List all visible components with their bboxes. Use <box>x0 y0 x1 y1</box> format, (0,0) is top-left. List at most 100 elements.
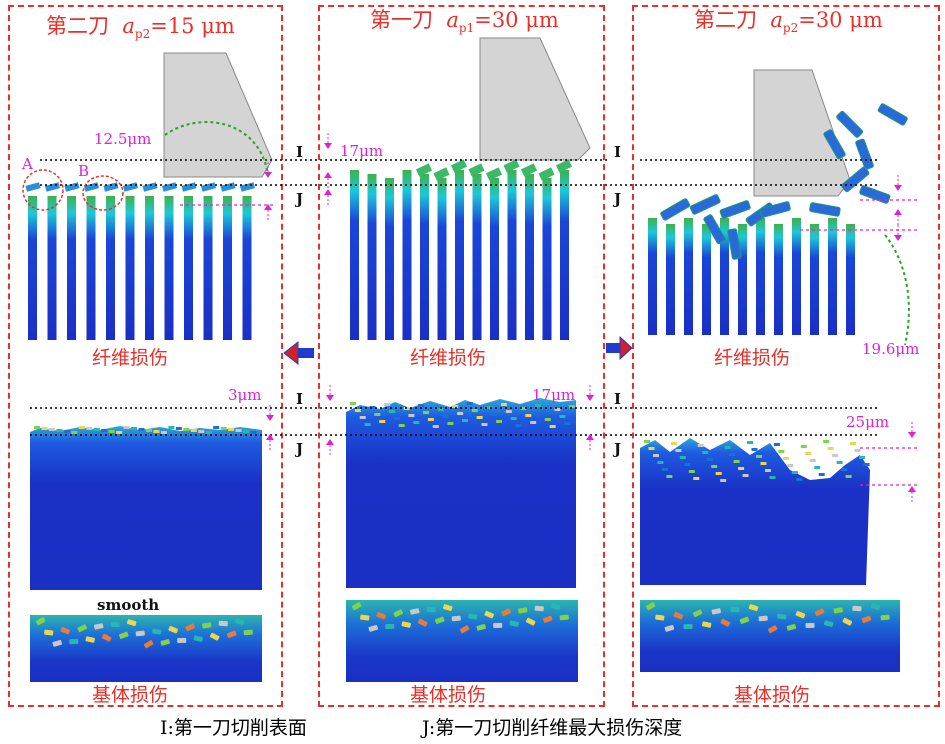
damage-mark <box>509 620 519 627</box>
depth-label-middle-fiber: 17μm <box>340 142 384 160</box>
depth-arrow <box>908 432 916 438</box>
damage-mark <box>645 602 656 611</box>
damage-mark <box>354 409 361 412</box>
damage-mark <box>664 624 675 632</box>
fiber-cap <box>503 159 520 173</box>
depth-arrow <box>266 415 274 421</box>
damage-mark <box>388 410 395 413</box>
damage-mark <box>398 424 405 427</box>
damage-mark <box>833 607 843 614</box>
damage-mark <box>94 623 104 630</box>
cutting-tool-middle <box>479 37 591 161</box>
fiber <box>472 174 482 340</box>
matrix-label-left: 基体损伤 <box>92 684 169 706</box>
fiber-fragment <box>809 202 841 217</box>
damage-mark <box>71 431 78 434</box>
damage-mark <box>720 479 727 482</box>
damage-mark <box>751 448 758 451</box>
matrix-surface-left <box>34 426 257 434</box>
label-i-3: I <box>296 390 304 408</box>
depth-arrow <box>894 185 902 191</box>
marker-a-ellipse <box>22 169 64 211</box>
depth-arrow <box>324 189 332 195</box>
fiber-fragment <box>719 200 751 219</box>
title-left: 第二刀 ap2=15 μm <box>46 14 235 42</box>
fiber-cap <box>450 159 468 173</box>
damage-mark <box>185 623 196 632</box>
damage-mark <box>697 444 704 447</box>
damage-mark <box>720 618 731 627</box>
damage-mark <box>376 611 387 620</box>
matrix-surface-right <box>644 440 870 482</box>
depth-arrow <box>894 209 902 215</box>
damage-mark <box>63 430 70 433</box>
damage-mark <box>118 631 129 639</box>
damage-mark <box>805 452 812 455</box>
damage-mark <box>350 402 356 405</box>
title-right: 第二刀 ap2=30 μm <box>694 8 883 36</box>
damage-mark <box>110 621 120 628</box>
fiber <box>666 224 675 335</box>
damage-mark <box>666 475 673 478</box>
damage-mark <box>423 411 430 414</box>
damage-mark <box>534 605 544 612</box>
fiber <box>242 196 252 340</box>
fiber-cap <box>142 182 158 192</box>
damage-mark <box>859 456 866 459</box>
damage-mark <box>481 423 488 426</box>
damage-mark <box>385 623 395 630</box>
damage-mark <box>202 622 212 629</box>
fiber-cap <box>122 182 139 192</box>
damage-mark <box>175 427 182 430</box>
title-middle: 第一刀 ap1=30 μm <box>370 8 559 36</box>
fiber <box>774 224 783 335</box>
damage-mark <box>434 616 445 624</box>
damage-mark <box>863 463 870 466</box>
damage-mark <box>183 428 190 431</box>
damage-mark <box>410 608 420 615</box>
damage-mark <box>459 625 470 634</box>
matrix-block-middle <box>346 398 576 588</box>
label-j-1: J <box>296 190 304 208</box>
damage-mark <box>827 447 834 450</box>
damage-mark <box>683 623 693 630</box>
damage-mark <box>168 625 179 634</box>
damage-mark <box>228 428 235 431</box>
fiber-cap <box>415 163 433 177</box>
damage-mark <box>451 615 461 622</box>
damage-mark <box>730 606 740 613</box>
fiber-debris-right <box>660 103 908 260</box>
damage-mark <box>138 428 145 431</box>
damage-mark <box>93 428 100 431</box>
damage-mark <box>520 407 527 410</box>
damage-mark <box>408 414 415 417</box>
fiber-fragment <box>703 214 726 245</box>
damage-mark <box>823 620 834 627</box>
damage-mark <box>146 429 152 432</box>
depth-arrow <box>586 395 594 401</box>
label-i-4: I <box>614 390 622 408</box>
damage-mark <box>702 451 709 454</box>
damage-mark <box>795 610 806 619</box>
damage-mark <box>418 404 425 407</box>
damage-mark <box>773 443 780 446</box>
matrix-strip <box>346 600 578 682</box>
fiber-array-middle <box>350 159 573 340</box>
damage-mark <box>525 414 532 417</box>
damage-mark <box>510 417 517 420</box>
label-j-2: J <box>614 190 622 208</box>
matrix-label-right: 基体损伤 <box>734 684 811 706</box>
fiber-cap <box>64 182 80 192</box>
damage-mark <box>554 408 561 411</box>
fiber <box>792 218 801 335</box>
damage-mark <box>701 621 712 628</box>
fiber <box>203 196 213 340</box>
damage-mark <box>250 431 257 434</box>
panel-middle <box>318 5 605 707</box>
fiber-label-right: 纤维损伤 <box>714 347 791 369</box>
damage-mark <box>108 430 115 433</box>
damage-mark <box>842 617 853 626</box>
damage-mark <box>69 638 79 645</box>
fiber <box>542 178 552 340</box>
damage-mark <box>60 626 71 635</box>
